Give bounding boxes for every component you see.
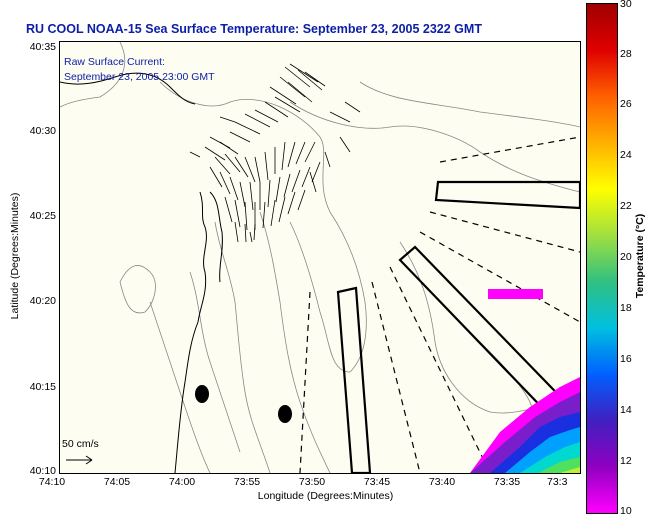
colorbar-tick: 24 [620, 149, 632, 161]
x-tick: 74:05 [103, 476, 131, 488]
y-tick: 40:20 [29, 295, 56, 307]
colorbar-tick: 18 [620, 302, 632, 314]
current-label-line1: Raw Surface Current: [64, 56, 165, 68]
y-tick: 40:25 [29, 210, 56, 222]
y-tick: 40:15 [29, 381, 56, 393]
colorbar-tick: 30 [620, 0, 632, 10]
colorbar-gradient [587, 4, 617, 513]
mooring-marker-1 [195, 385, 209, 403]
colorbar-tick: 12 [620, 455, 632, 467]
colorbar [586, 3, 618, 514]
y-tick: 40:35 [29, 41, 56, 53]
colorbar-tick: 22 [620, 200, 632, 212]
map-title: RU COOL NOAA-15 Sea Surface Temperature:… [26, 22, 482, 36]
colorbar-tick: 16 [620, 353, 632, 365]
x-tick: 74:00 [168, 476, 196, 488]
y-tick: 40:30 [29, 125, 56, 137]
x-tick: 73:50 [298, 476, 326, 488]
x-tick: 74:10 [38, 476, 66, 488]
colorbar-tick: 26 [620, 98, 632, 110]
x-tick: 73:3 [547, 476, 568, 488]
scale-arrow [66, 455, 93, 465]
map-canvas [60, 42, 580, 473]
sst-patches [440, 289, 580, 473]
mooring-marker-2 [278, 405, 292, 423]
scale-bar-label: 50 cm/s [62, 438, 99, 450]
radial-tracks [299, 136, 580, 473]
survey-boxes [336, 180, 580, 473]
sst-map[interactable]: Raw Surface Current: September 23, 2005 … [59, 41, 581, 474]
current-vectors [189, 63, 361, 243]
x-tick: 73:45 [363, 476, 391, 488]
x-tick: 73:35 [493, 476, 521, 488]
bathymetry-contours [60, 42, 580, 473]
current-label-line2: September 23, 2005 23:00 GMT [64, 71, 215, 83]
colorbar-tick: 10 [620, 505, 632, 517]
x-tick: 73:55 [233, 476, 261, 488]
colorbar-tick: 28 [620, 48, 632, 60]
colorbar-tick: 20 [620, 251, 632, 263]
y-tick: 40:10 [29, 465, 56, 477]
colorbar-tick: 14 [620, 404, 632, 416]
coastline [60, 72, 223, 473]
x-tick: 73:40 [428, 476, 456, 488]
y-axis-title: Latitude (Degrees:Minutes) [9, 192, 21, 320]
x-axis-title: Longitude (Degrees:Minutes) [257, 490, 394, 502]
colorbar-title: Temperature (°C) [634, 213, 646, 299]
